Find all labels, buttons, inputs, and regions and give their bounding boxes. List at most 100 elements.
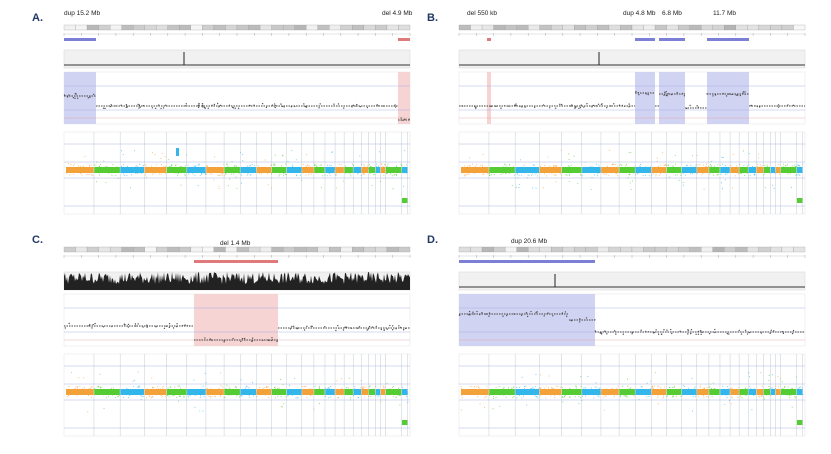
probe-point [637,390,640,392]
probe-point [323,170,325,172]
cytoband [86,24,99,31]
probe-point [688,387,690,389]
probe-point [465,174,467,176]
probe-point [287,395,289,397]
probe-point [554,174,556,176]
probe-point [739,164,741,166]
probe-point [394,169,396,171]
cytoband [504,24,517,31]
probe-point [669,169,671,171]
chromosome-segment [286,389,302,395]
probe-point [787,173,789,175]
probe-point [480,391,482,393]
probe-point [481,312,483,314]
probe-point [319,103,321,105]
chromosome-band [763,164,771,189]
probe-point [176,323,178,325]
probe-point [201,173,203,175]
probe-point [589,169,591,171]
probe-point [308,167,310,169]
cytoband [156,246,168,253]
probe-point [218,185,220,187]
probe-point [737,397,739,399]
probe-point [236,391,238,393]
probe-point [564,167,566,169]
probe-point [526,404,528,406]
probe-point [500,394,502,396]
probe-point [685,392,687,394]
probe-point [513,386,515,388]
probe-point [558,394,561,396]
cytoband [317,246,330,253]
probe-point [753,391,756,394]
probe-point [474,392,476,394]
chromosome-segment [325,167,335,173]
probe-point [274,154,276,156]
probe-point [211,104,213,107]
probe-point [138,170,140,173]
probe-point [207,171,209,173]
probe-point [689,393,691,395]
probe-point [607,389,609,392]
probe-point [627,396,629,398]
probe-point [462,167,464,169]
probe-point [92,167,94,169]
cytoband [643,24,656,31]
probe-point [369,166,372,168]
probe-point [291,165,294,168]
probe-point [267,184,269,186]
probe-point [221,175,223,177]
probe-point [646,389,648,391]
probe-point [529,388,531,390]
probe-point [170,165,172,167]
probe-point [537,175,539,177]
probe-point [702,387,704,389]
chromosome-segment [353,167,361,173]
chromosome-segment [730,389,739,395]
probe-point [666,171,668,173]
chromosome-band [368,385,377,398]
probe-point [671,396,673,398]
probe-point [400,117,402,119]
probe-point [112,387,114,389]
probe-point [253,395,255,397]
probe-point [610,166,612,168]
probe-point [353,170,355,173]
probe-point [305,106,308,108]
probe-point [366,106,369,109]
probe-point [748,169,751,171]
probe-point [374,174,376,176]
probe-point [554,165,556,167]
probe-point [593,397,595,399]
probe-point [554,167,556,169]
probe-point [563,397,565,399]
probe-point [215,393,217,395]
probe-point [747,393,749,395]
probe-point [556,393,558,396]
probe-point [651,173,653,175]
probe-point [209,397,212,399]
probe-point [165,397,167,399]
probe-point [149,395,151,397]
probe-point [734,175,736,177]
probe-point [743,164,745,166]
probe-point [264,159,266,161]
probe-point [204,173,206,175]
probe-point [383,329,385,331]
probe-point [788,388,790,391]
probe-point [384,170,386,172]
probe-point [214,169,216,171]
probe-point [198,164,200,166]
probe-point [76,389,78,391]
probe-point [330,391,332,393]
panel-label: D. [427,234,438,246]
gain-region [64,72,96,124]
probe-point [145,174,147,176]
probe-point [197,168,199,170]
probe-point [667,391,669,393]
probe-point [175,396,178,399]
probe-point [722,385,724,387]
probe-point [551,169,553,171]
probe-point [708,332,711,335]
event-label-dup: 11.7 Mb [713,10,737,17]
